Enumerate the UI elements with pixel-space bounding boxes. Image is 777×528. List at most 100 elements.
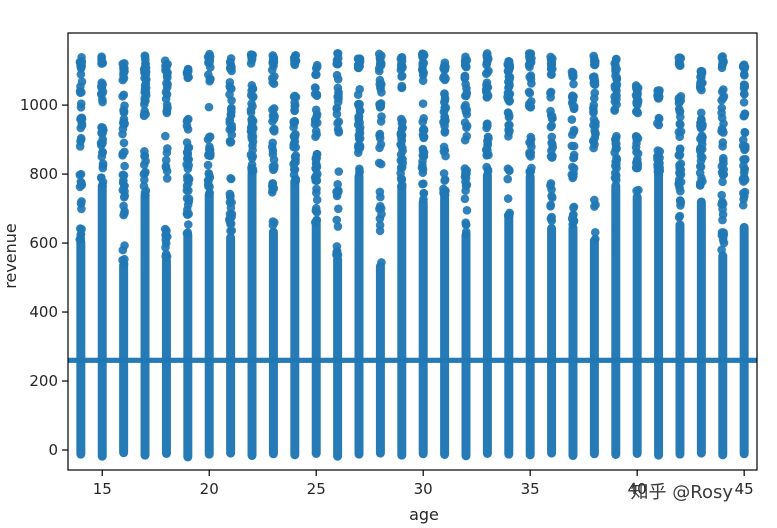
scatter-point <box>653 86 662 95</box>
watermark-text: 知乎 @Rosy <box>631 482 734 503</box>
scatter-point <box>267 142 277 152</box>
scatter-point <box>397 119 407 128</box>
scatter-point <box>353 90 363 100</box>
scatter-point <box>161 253 171 262</box>
scatter-point <box>77 197 86 206</box>
scatter-point <box>676 170 686 179</box>
scatter-point <box>268 111 278 121</box>
scatter-point <box>504 91 514 100</box>
scatter-point <box>569 102 579 111</box>
scatter-point <box>591 200 600 210</box>
scatter-point <box>460 118 470 127</box>
scatter-point <box>225 118 235 128</box>
scatter-point <box>332 187 341 197</box>
scatter-point <box>611 175 621 185</box>
scatter-point <box>460 194 470 204</box>
scatter-point <box>205 49 214 59</box>
scatter-point <box>481 85 491 94</box>
scatter-point <box>504 109 513 118</box>
scatter-point <box>718 177 727 187</box>
scatter-point <box>162 107 172 116</box>
scatter-point <box>375 226 385 236</box>
scatter-point <box>525 52 534 61</box>
scatter-point <box>505 210 514 220</box>
scatter-point <box>462 181 471 190</box>
scatter-point <box>719 170 729 179</box>
scatter-point <box>397 71 407 81</box>
y-tick-label: 200 <box>29 372 58 390</box>
scatter-point <box>419 58 429 68</box>
scatter-point <box>290 106 299 116</box>
scatter-point <box>546 122 556 132</box>
scatter-point <box>332 215 342 225</box>
scatter-point <box>546 92 555 102</box>
scatter-point <box>569 203 578 213</box>
scatter-point <box>183 125 193 134</box>
scatter-point <box>312 176 322 185</box>
scatter-point <box>525 88 535 98</box>
scatter-point <box>397 130 407 140</box>
scatter-point <box>590 88 600 98</box>
scatter-point <box>440 93 450 103</box>
scatter-point <box>632 186 641 196</box>
scatter-point <box>719 228 728 237</box>
scatter-point <box>632 107 642 116</box>
scatter-point <box>633 90 642 100</box>
scatter-point <box>739 111 749 121</box>
scatter-point <box>676 120 685 129</box>
scatter-point <box>717 161 727 171</box>
scatter-point <box>183 175 192 185</box>
scatter-point <box>353 120 363 130</box>
scatter-point <box>182 186 192 195</box>
scatter-point <box>526 132 536 142</box>
scatter-point <box>504 57 513 66</box>
scatter-point <box>440 104 450 114</box>
scatter-point <box>141 83 151 93</box>
scatter-point <box>440 127 450 136</box>
scatter-point <box>118 59 128 69</box>
scatter-point <box>375 133 385 143</box>
scatter-point <box>418 160 427 170</box>
scatter-point <box>440 75 450 85</box>
scatter-point <box>439 142 449 152</box>
scatter-point <box>355 61 365 71</box>
scatter-point <box>612 82 621 91</box>
scatter-point <box>654 113 664 123</box>
scatter-point <box>332 246 342 256</box>
scatter-point <box>161 131 170 141</box>
scatter-point <box>312 195 322 205</box>
scatter-point <box>504 81 514 91</box>
y-tick-label: 600 <box>29 234 58 252</box>
plot-frame <box>67 32 758 471</box>
scatter-point <box>246 105 256 115</box>
scatter-point <box>333 222 343 231</box>
scatter-point <box>183 114 193 124</box>
scatter-point <box>247 153 257 163</box>
scatter-point <box>269 54 279 64</box>
scatter-point <box>119 67 129 77</box>
scatter-point <box>226 174 235 183</box>
scatter-point <box>718 215 727 225</box>
scatter-point <box>377 258 386 267</box>
scatter-point <box>461 227 471 237</box>
scatter-point <box>76 169 86 179</box>
scatter-point <box>119 138 129 148</box>
scatter-point <box>312 215 321 225</box>
scatter-point <box>77 77 87 86</box>
scatter-point <box>226 219 236 228</box>
scatter-point <box>76 99 86 109</box>
scatter-point <box>98 147 108 157</box>
scatter-point <box>419 114 429 123</box>
scatter-point <box>141 75 151 84</box>
scatter-point <box>182 205 192 215</box>
scatter-point <box>312 91 322 101</box>
scatter-point <box>269 124 279 134</box>
scatter-point <box>290 132 300 142</box>
scatter-point <box>482 162 491 172</box>
scatter-point <box>526 152 535 161</box>
scatter-point <box>612 64 621 74</box>
scatter-point <box>184 72 193 82</box>
scatter-point <box>697 122 707 132</box>
scatter-point <box>204 132 214 142</box>
